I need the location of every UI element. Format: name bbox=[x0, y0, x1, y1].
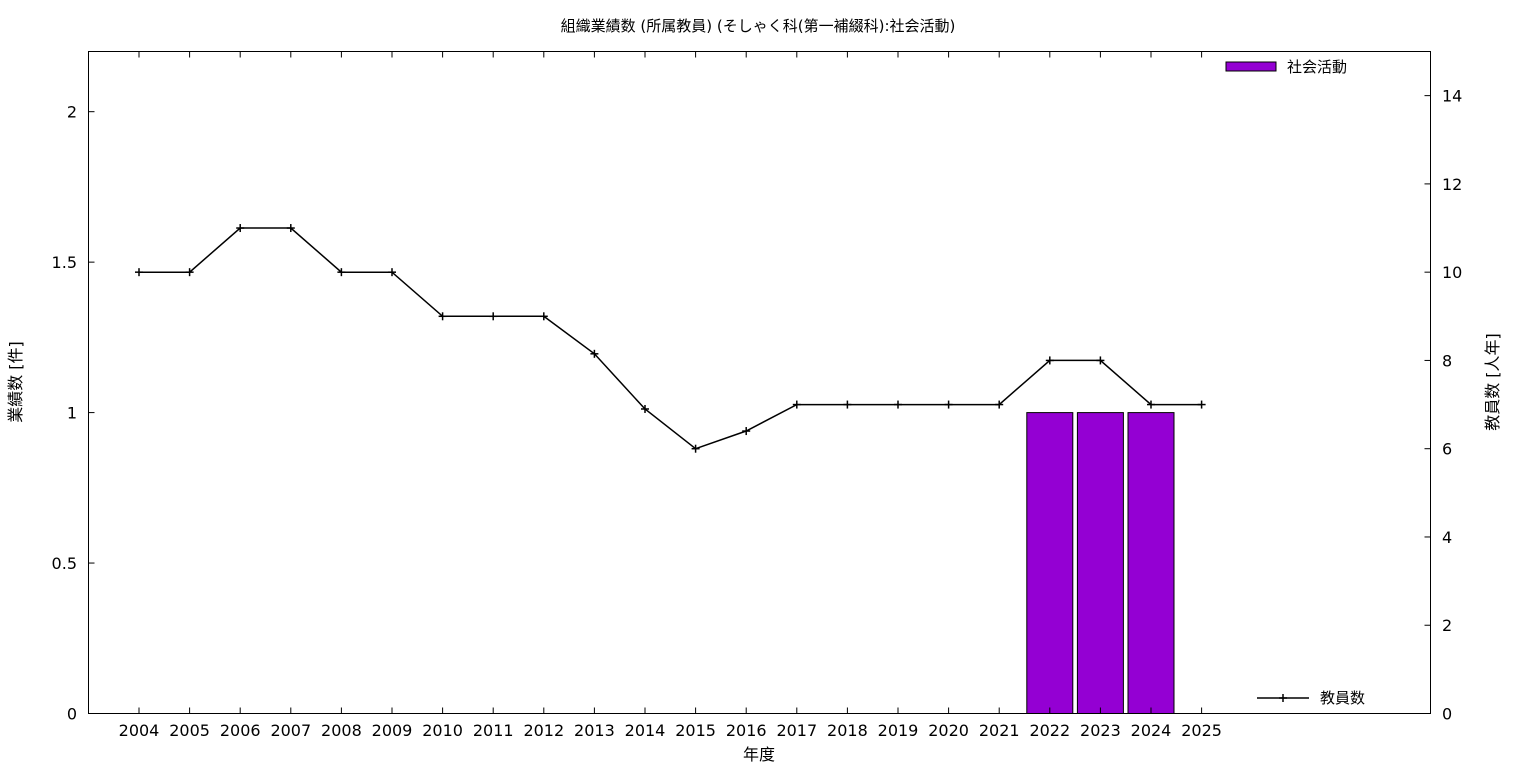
point-2007 bbox=[286, 224, 295, 233]
x-tick-label: 2021 bbox=[979, 721, 1020, 740]
y2-tick-label: 14 bbox=[1442, 87, 1462, 106]
x-tick-label: 2019 bbox=[878, 721, 919, 740]
x-tick-label: 2006 bbox=[220, 721, 261, 740]
point-2009 bbox=[388, 268, 396, 277]
point-2010 bbox=[438, 312, 447, 321]
point-2022 bbox=[1045, 356, 1054, 365]
x-tick-label: 2012 bbox=[523, 721, 564, 740]
x-tick-label: 2007 bbox=[270, 721, 311, 740]
point-2008 bbox=[337, 268, 346, 277]
point-2018 bbox=[843, 400, 852, 409]
y2-tick-label: 4 bbox=[1442, 528, 1452, 547]
x-tick-label: 2005 bbox=[169, 721, 210, 740]
legend-bar-entry: 社会活動 bbox=[1225, 58, 1347, 76]
point-2006 bbox=[236, 224, 245, 233]
x-tick-label: 2024 bbox=[1131, 721, 1172, 740]
bars-layer bbox=[1026, 412, 1175, 714]
point-2019 bbox=[894, 400, 902, 409]
y-tick-label: 1.5 bbox=[52, 253, 77, 272]
y2-tick-label: 10 bbox=[1442, 263, 1462, 282]
point-2015 bbox=[691, 444, 700, 453]
chart-title: 組織業績数 (所属教員) (そしゃく科(第一補綴科):社会活動) bbox=[561, 17, 956, 35]
legend-bar-label: 社会活動 bbox=[1287, 58, 1347, 76]
y2-tick-label: 12 bbox=[1442, 175, 1462, 194]
y2-tick-label: 2 bbox=[1442, 616, 1452, 635]
x-tick-label: 2008 bbox=[321, 721, 362, 740]
legend-bar-swatch bbox=[1225, 61, 1277, 72]
x-tick-label: 2025 bbox=[1181, 721, 1222, 740]
x-tick-label: 2011 bbox=[473, 721, 514, 740]
point-2025 bbox=[1197, 400, 1206, 409]
y-tick-label: 1 bbox=[67, 404, 77, 423]
y2-tick-label: 8 bbox=[1442, 351, 1452, 370]
series-line-faculty bbox=[139, 227, 1202, 450]
y2-tick-label: 6 bbox=[1442, 440, 1452, 459]
y-tick-label: 0 bbox=[67, 705, 77, 724]
point-2013 bbox=[590, 349, 599, 358]
x-tick-label: 2010 bbox=[422, 721, 463, 740]
legend-line-entry: 教員数 bbox=[1257, 689, 1365, 707]
x-tick-label: 2014 bbox=[625, 721, 666, 740]
line-layer bbox=[135, 224, 1206, 453]
point-2017 bbox=[792, 400, 801, 409]
bar-2022 bbox=[1026, 412, 1074, 714]
x-tick-label: 2016 bbox=[726, 721, 767, 740]
y2-axis-title: 教員数 [人年] bbox=[1483, 333, 1502, 431]
bar-2024 bbox=[1127, 412, 1175, 714]
y-axis-title: 業績数 [件] bbox=[6, 341, 25, 423]
point-2005 bbox=[185, 268, 194, 277]
x-tick-label: 2009 bbox=[372, 721, 413, 740]
x-tick-label: 2022 bbox=[1029, 721, 1070, 740]
point-2021 bbox=[995, 400, 1004, 409]
point-2023 bbox=[1096, 356, 1105, 365]
x-tick-label: 2023 bbox=[1080, 721, 1121, 740]
point-2016 bbox=[742, 427, 751, 436]
point-2020 bbox=[944, 400, 953, 409]
point-2004 bbox=[135, 268, 143, 277]
point-2014 bbox=[641, 404, 649, 413]
point-2011 bbox=[489, 312, 498, 321]
x-tick-label: 2017 bbox=[776, 721, 817, 740]
y-tick-label: 0.5 bbox=[52, 554, 77, 573]
bar-2023 bbox=[1076, 412, 1124, 714]
point-2012 bbox=[539, 312, 548, 321]
legend-line-label: 教員数 bbox=[1320, 689, 1365, 707]
x-tick-label: 2018 bbox=[827, 721, 868, 740]
y-tick-label: 2 bbox=[67, 103, 77, 122]
y2-tick-label: 0 bbox=[1442, 705, 1452, 724]
x-tick-label: 2004 bbox=[119, 721, 160, 740]
x-tick-label: 2020 bbox=[928, 721, 969, 740]
x-tick-label: 2015 bbox=[675, 721, 716, 740]
ticks-layer bbox=[88, 51, 1431, 714]
tick-labels-layer: 2004 2005 2006 2007 2008 2009 2010 2011 2012 2013… bbox=[52, 87, 1463, 740]
plot-frame bbox=[88, 51, 1431, 714]
point-2024 bbox=[1147, 400, 1155, 409]
x-axis-title: 年度 bbox=[743, 745, 775, 764]
x-tick-label: 2013 bbox=[574, 721, 615, 740]
